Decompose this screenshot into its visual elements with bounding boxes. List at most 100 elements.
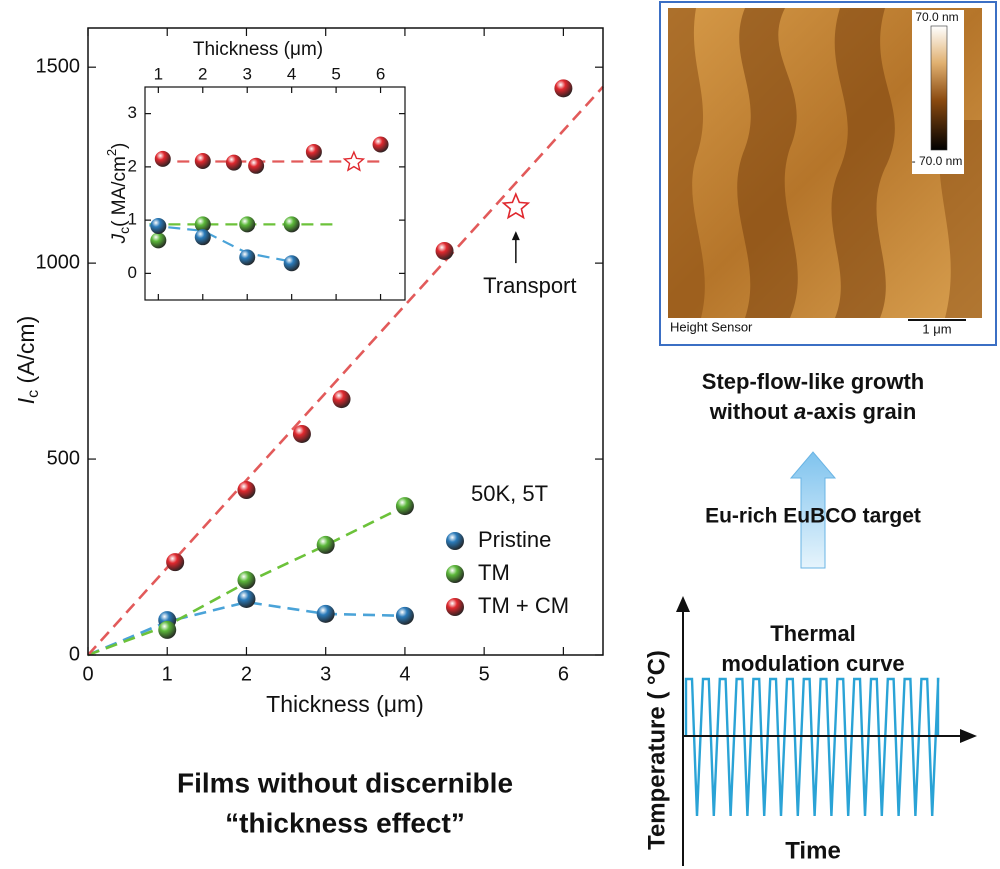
data-point [194,229,211,246]
y-tick-label: 0 [128,263,137,282]
text-part: ) [109,143,130,149]
fit-line [87,600,405,657]
scale-bar-label: 1 μm [922,321,951,336]
data-point [150,217,167,234]
growth-text: without a-axis grain [709,399,917,424]
legend-marker [446,532,464,550]
data-point [316,604,335,623]
data-point [305,143,322,160]
x-tick-label: 5 [331,64,340,83]
x-tick-label: 3 [320,663,331,685]
growth-text: Step-flow-like growth [702,369,924,394]
y-tick-label: 2 [128,156,137,175]
data-point [283,216,300,233]
text-part: J [109,233,130,244]
colorbar [930,25,948,151]
inset-x-axis-label: Thickness (μm) [193,39,323,60]
afm-panel: 70.0 nm - 70.0 nm Height Sensor 1 μm [659,1,997,346]
x-axis-label: Thickness (μm) [266,691,424,717]
data-point [237,589,256,608]
data-point [554,79,573,98]
plot-frame [87,27,604,656]
text-part: (A/cm) [13,316,39,390]
data-point [237,481,256,500]
colorbar-min: - 70.0 nm [912,154,963,168]
thermal-xlabel: Time [785,837,841,864]
data-point [372,136,389,153]
data-point [237,571,256,590]
data-point [154,150,171,167]
x-tick-label: 4 [287,64,296,83]
y-tick-label: 1000 [36,251,81,273]
x-tick-label: 1 [162,663,173,685]
star-point [501,192,531,220]
text-part: -axis grain [806,399,916,424]
y-tick-label: 1 [128,210,137,229]
data-point [166,553,185,572]
afm-channel: Height Sensor [670,319,753,334]
text-part: without [709,399,794,424]
afm-step [831,8,895,318]
y-tick-label: 0 [69,643,80,665]
data-point [194,153,211,170]
data-point [239,249,256,266]
x-tick-label: 6 [376,64,385,83]
x-tick-label: 2 [241,663,252,685]
y-axis-label: Ic (A/cm) [13,316,42,405]
x-tick-label: 3 [242,64,251,83]
legend-label: TM [478,560,510,585]
legend-marker [446,565,464,583]
afm-step [668,8,705,318]
thermal-panel: Thermal modulation curve Temperature ( °… [643,596,977,866]
x-tick-label: 0 [82,663,93,685]
data-point [332,390,351,409]
y-tick-label: 500 [47,447,80,469]
arrow-head [960,729,977,743]
y-tick-label: 1500 [36,55,81,77]
annotation-text: Transport [483,273,576,298]
thermal-wave [684,677,940,817]
legend-label: TM + CM [478,593,569,618]
afm-step [737,8,798,318]
x-tick-label: 6 [558,663,569,685]
star-point [342,150,366,172]
thermal-ylabel: Temperature ( °C) [643,650,670,850]
legend-label: Pristine [478,527,551,552]
data-point [435,241,454,260]
data-point [194,216,211,233]
thermal-title: Thermal [770,621,856,646]
legend-marker [446,598,464,616]
x-tick-label: 5 [479,663,490,685]
text-part: 2 [104,149,119,156]
text-part: a [794,399,806,424]
x-tick-label: 4 [399,663,410,685]
y-tick-label: 3 [128,103,137,122]
caption: “thickness effect” [225,807,465,838]
fit-line [149,224,292,263]
colorbar-max: 70.0 nm [915,10,958,24]
arrow-head [676,596,690,612]
fit-line [87,85,604,656]
text-part: ( MA/cm [109,156,130,227]
thermal-title: modulation curve [721,651,904,676]
text-part: c [116,227,132,234]
data-point [158,620,177,639]
x-tick-label: 2 [198,64,207,83]
plot-frame [144,86,406,301]
x-tick-label: 1 [154,64,163,83]
caption: Films without discernible [177,767,513,798]
data-point [395,497,414,516]
text-part: c [25,390,42,398]
data-point [292,424,311,443]
target-text: Eu-rich EuBCO target [705,505,921,528]
arrow-head [511,231,520,241]
data-point [316,535,335,554]
data-point [239,216,256,233]
data-point [248,157,265,174]
data-point [283,255,300,272]
data-point [225,154,242,171]
inset-y-axis-label: Jc( MA/cm2) [104,143,131,245]
data-point [150,232,167,249]
text-part: I [13,397,39,404]
